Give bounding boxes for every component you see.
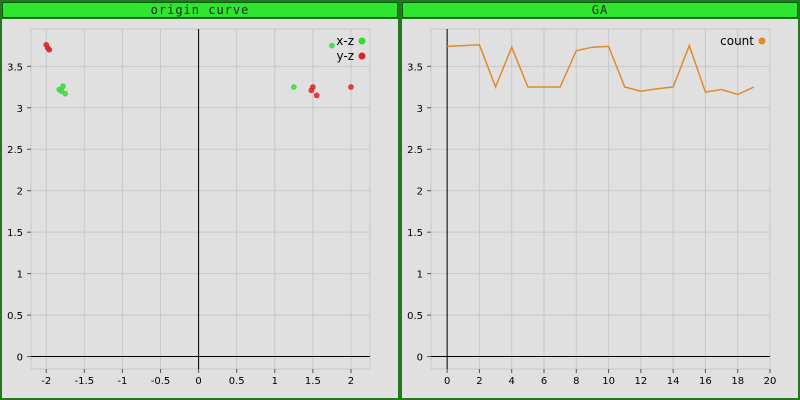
y-tick-label: 0.5 <box>407 311 423 322</box>
x-tick-label: 0 <box>444 376 450 387</box>
x-tick-label: 20 <box>764 376 777 387</box>
y-tick-label: 2 <box>417 187 423 198</box>
y-tick-label: 1 <box>17 270 23 281</box>
data-point-y-z <box>313 92 320 99</box>
legend-label: count <box>720 34 754 48</box>
x-tick-label: 10 <box>602 376 615 387</box>
y-tick-label: 0 <box>17 353 23 364</box>
ga-panel: GA 0 2 4 6 8 10 12 14 16 18 20 0 0.5 1 1.5 2 2.5 3 3.5 coun… <box>400 0 800 400</box>
origin-curve-plot-area: -2 -1.5 -1 -0.5 0 0.5 1 1.5 2 0 0.5 1 1.5 2 2.5 3 3.5 x-z… <box>2 19 398 398</box>
x-tick-label: 14 <box>667 376 680 387</box>
ga-chart: 0 2 4 6 8 10 12 14 16 18 20 0 0.5 1 1.5 2 2.5 3 3.5 count <box>407 28 777 387</box>
panel-title: GA <box>402 2 798 18</box>
x-tick-label: 4 <box>509 376 515 387</box>
data-point-y-z <box>348 84 354 90</box>
x-tick-label: 1.5 <box>305 376 321 387</box>
y-tick-label: 3 <box>417 104 423 115</box>
origin-curve-panel: origin curve -2 -1.5 -1 -0.5 0 0.5 1 1.5 2 0 0.5 1 1… <box>0 0 400 400</box>
x-tick-label: 2 <box>476 376 482 387</box>
y-tick-label: 2.5 <box>407 145 423 156</box>
y-tick-label: 3.5 <box>7 62 23 73</box>
x-tick-label: 16 <box>699 376 712 387</box>
x-tick-label: 18 <box>731 376 744 387</box>
legend-marker <box>758 37 766 45</box>
plot-background <box>430 28 771 370</box>
data-point-x-z <box>291 84 297 90</box>
y-tick-label: 1.5 <box>407 228 423 239</box>
legend-label: x-z <box>336 34 354 48</box>
legend-marker <box>358 37 366 45</box>
x-tick-label: 2 <box>348 376 354 387</box>
legend-label: y-z <box>336 49 354 63</box>
x-tick-label: 6 <box>541 376 547 387</box>
x-tick-label: 0 <box>195 376 201 387</box>
data-point-y-z <box>308 87 315 94</box>
y-tick-label: 0 <box>417 353 423 364</box>
x-tick-label: -0.5 <box>151 376 171 387</box>
y-tick-label: 1.5 <box>7 228 23 239</box>
x-tick-label: -1.5 <box>75 376 95 387</box>
x-tick-label: 1 <box>272 376 278 387</box>
origin-curve-chart: -2 -1.5 -1 -0.5 0 0.5 1 1.5 2 0 0.5 1 1.5 2 2.5 3 3.5 x-z… <box>7 28 371 387</box>
data-point-x-z <box>329 42 335 49</box>
data-point-y-z <box>46 46 53 53</box>
ga-plot-area: 0 2 4 6 8 10 12 14 16 18 20 0 0.5 1 1.5 2 2.5 3 3.5 count <box>402 19 798 398</box>
data-point-x-z <box>56 86 62 93</box>
y-tick-label: 0.5 <box>7 311 23 322</box>
x-tick-label: -1 <box>117 376 127 387</box>
panel-title: origin curve <box>2 2 398 18</box>
x-tick-label: 0.5 <box>229 376 245 387</box>
y-tick-label: 2.5 <box>7 145 23 156</box>
y-tick-label: 3 <box>17 104 23 115</box>
y-tick-label: 2 <box>17 187 23 198</box>
y-tick-label: 1 <box>417 270 423 281</box>
series-line-count <box>447 43 755 96</box>
plot-background <box>30 28 371 370</box>
x-tick-label: -2 <box>41 376 51 387</box>
data-point-x-z <box>60 83 66 90</box>
x-tick-label: 8 <box>573 376 579 387</box>
legend-marker <box>358 52 366 60</box>
y-tick-label: 3.5 <box>407 62 423 73</box>
x-tick-label: 12 <box>634 376 647 387</box>
data-point-x-z <box>62 90 69 97</box>
